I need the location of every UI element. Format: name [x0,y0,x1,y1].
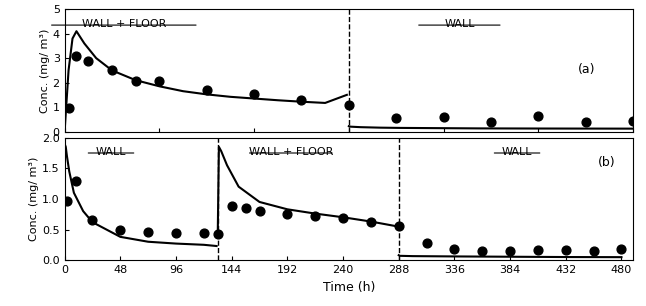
Point [589,248,599,253]
Point [202,88,212,92]
Point [477,248,488,253]
X-axis label: Time (h): Time (h) [322,281,375,293]
Point [154,79,165,84]
Text: WALL: WALL [444,19,475,29]
Point [199,231,209,236]
Text: (b): (b) [598,156,616,169]
Point [255,209,265,214]
Point [63,106,74,111]
Point [130,79,141,84]
Point [71,178,81,183]
Point [143,230,153,234]
Point [505,248,516,253]
Point [338,216,348,221]
Point [628,119,638,124]
Text: (a): (a) [578,63,596,76]
Point [213,232,223,237]
Text: WALL: WALL [502,147,532,157]
Point [616,247,627,252]
Text: WALL: WALL [96,147,126,157]
Point [297,97,307,102]
Point [393,224,404,229]
Point [71,53,81,58]
Point [115,227,125,232]
Point [366,219,376,224]
Point [83,58,94,63]
Point [449,247,459,252]
Point [439,114,449,119]
Y-axis label: Conc. (mg/ m³): Conc. (mg/ m³) [29,157,39,241]
Point [421,241,432,245]
Point [282,212,293,217]
Point [533,247,543,252]
Point [391,116,401,121]
Text: WALL + FLOOR: WALL + FLOOR [81,19,166,29]
Point [107,68,117,73]
Point [344,102,354,107]
Y-axis label: Conc. (mg/ m³): Conc. (mg/ m³) [40,28,50,113]
Point [240,206,251,211]
Point [533,114,543,119]
Point [310,214,320,218]
Point [486,120,496,125]
Point [249,91,259,96]
Point [87,218,98,223]
Point [227,204,237,209]
Point [581,120,591,125]
Point [561,247,571,252]
Text: WALL + FLOOR: WALL + FLOOR [249,147,333,157]
Point [171,230,181,235]
Point [62,198,72,203]
